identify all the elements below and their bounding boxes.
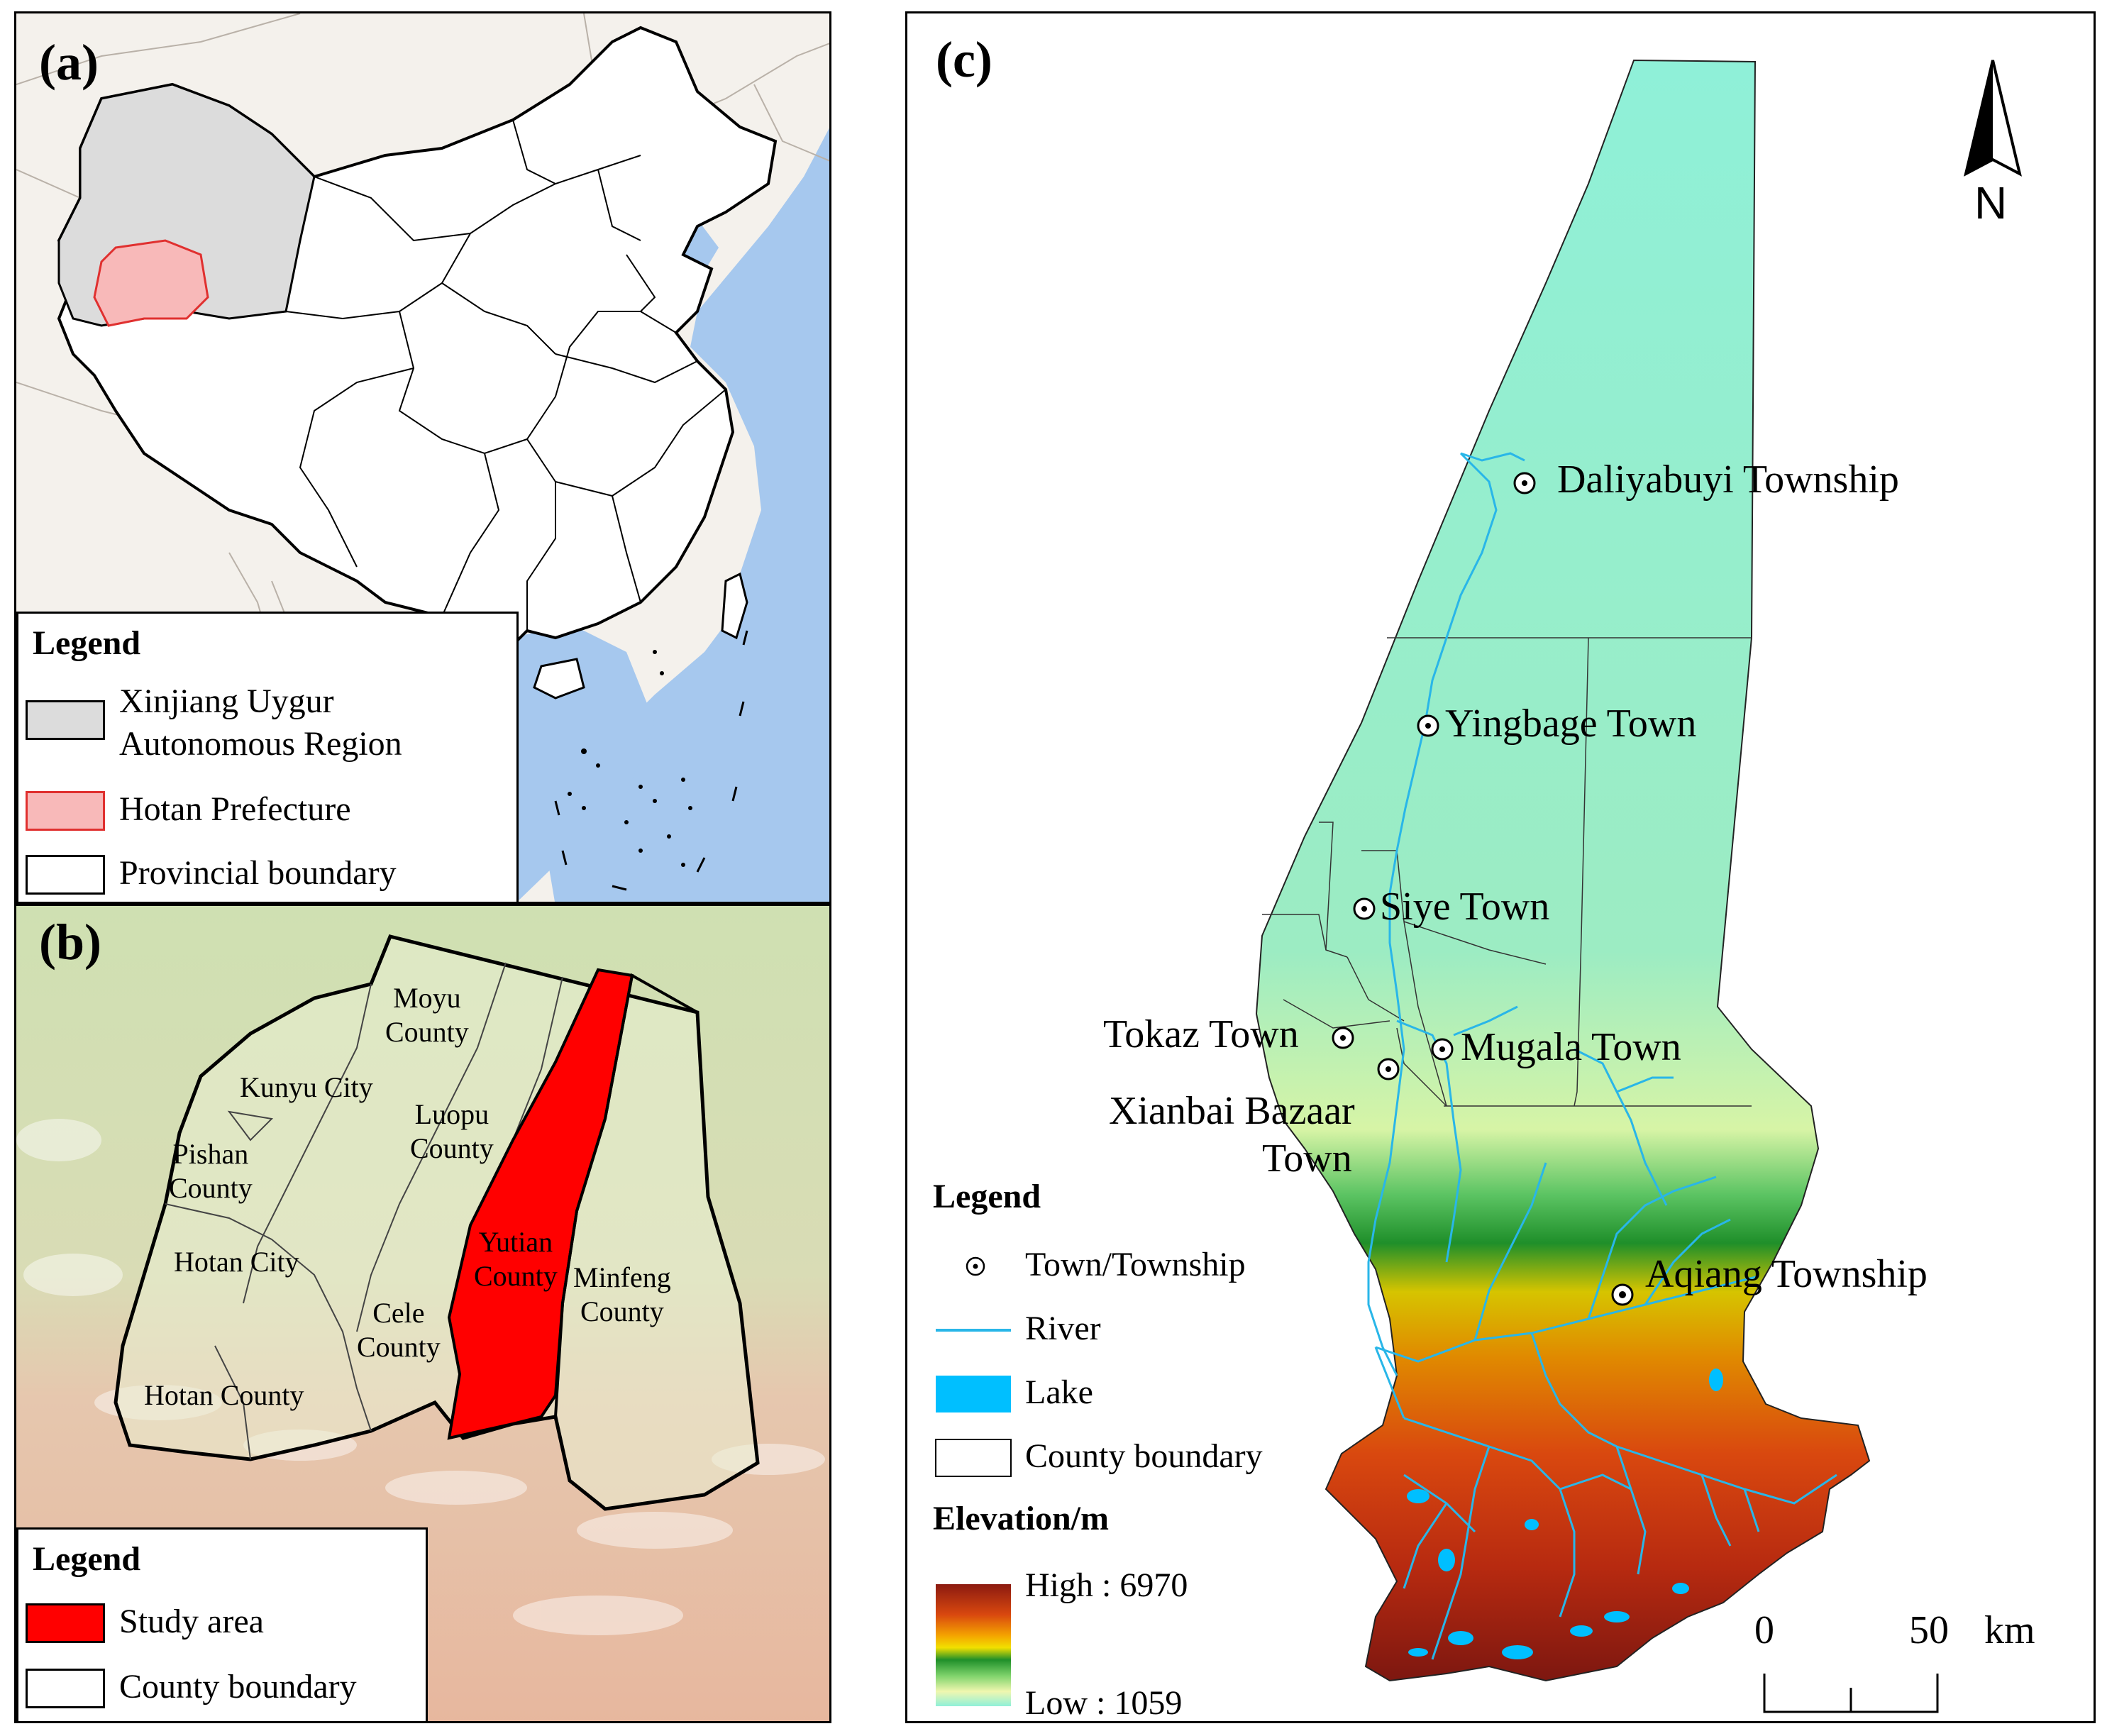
- panel-a-label: (a): [39, 34, 99, 91]
- sea-area: [541, 128, 829, 902]
- town-label-yingbage: Yingbage Town: [1445, 702, 1697, 746]
- county-label-pishan: Pishan County: [169, 1138, 253, 1204]
- hotan-prefecture: [93, 239, 209, 327]
- legend-river-label: River: [1025, 1310, 1101, 1347]
- panel-c-label: (c): [936, 31, 992, 88]
- panel-b-legend: Legend Study area County boundary: [16, 1527, 428, 1721]
- county-label-moyu: Moyu County: [385, 982, 469, 1048]
- south-china-sea-islands: [568, 650, 692, 867]
- panel-b-label: (b): [39, 914, 101, 971]
- elevation-high-label: High : 6970: [1025, 1566, 1188, 1604]
- township-boundaries: [1262, 637, 1752, 1107]
- elevation-color-ramp: [936, 1584, 1011, 1706]
- panel-a-china-map: (a) Legend Xinjiang Uygur Autonomous Reg…: [14, 11, 831, 904]
- hotan-legend-label: Hotan Prefecture: [119, 790, 351, 828]
- county-boundary-swatch: [26, 1669, 105, 1708]
- study-area-swatch: [26, 1603, 105, 1643]
- panel-b-hotan-map: (b) Moyu County Kunyu City Luopu County Pi…: [14, 904, 831, 1723]
- minfeng-county: [553, 973, 760, 1511]
- xinjiang-legend-label: Xinjiang Uygur Autonomous Region: [119, 682, 402, 763]
- scale-bar-unit: km: [1984, 1608, 2035, 1652]
- town-label-daliyabuyi: Daliyabuyi Township: [1557, 458, 1899, 502]
- legend-title: Legend: [33, 624, 141, 662]
- town-marker-daliyabuyi: [1513, 472, 1536, 494]
- study-area-legend-label: Study area: [119, 1603, 264, 1640]
- town-markers: [1332, 472, 1634, 1306]
- town-label-siye: Siye Town: [1380, 885, 1550, 929]
- county-label-yutian: Yutian County: [474, 1226, 558, 1292]
- provincial-boundary-legend-label: Provincial boundary: [119, 854, 397, 892]
- legend-lake-label: Lake: [1025, 1373, 1093, 1411]
- legend-title: Legend: [33, 1540, 141, 1578]
- county-boundary-legend-label: County boundary: [119, 1668, 357, 1705]
- legend-county-boundary-swatch: [935, 1439, 1012, 1477]
- river-network: [1367, 452, 1837, 1660]
- taiwan: [721, 572, 748, 640]
- scale-bar-value: 50: [1909, 1608, 1949, 1652]
- town-label-aqiang: Aqiang Township: [1645, 1252, 1928, 1296]
- county-label-kunyu: Kunyu City: [240, 1071, 373, 1103]
- hainan: [533, 658, 585, 700]
- town-marker-aqiang: [1611, 1283, 1634, 1306]
- scale-bar-zero: 0: [1754, 1608, 1774, 1652]
- town-marker-mugala: [1431, 1038, 1454, 1061]
- town-marker-siye: [1353, 897, 1376, 920]
- town-label-mugala: Mugala Town: [1461, 1025, 1681, 1069]
- town-marker-tokaz: [1332, 1027, 1354, 1049]
- legend-lake-swatch: [936, 1376, 1011, 1412]
- county-label-luopu: Luopu County: [410, 1098, 494, 1164]
- nine-dash-line: [554, 630, 748, 891]
- elevation-low-label: Low : 1059: [1025, 1684, 1183, 1722]
- county-label-minfeng: Minfeng County: [573, 1261, 671, 1327]
- xinjiang-swatch: [26, 700, 105, 740]
- town-label-xianbai-bazaar: Xianbai Bazaar Town: [1109, 1089, 1355, 1181]
- provincial-boundary-swatch: [26, 855, 105, 895]
- elevation-legend-title: Elevation/m: [933, 1500, 1109, 1537]
- yutian-terrain: [1255, 59, 1871, 1682]
- scale-bar: [1763, 1674, 1939, 1713]
- panel-c-yutian-map: (c) N Daliyabuyi Township Yingbage Town …: [905, 11, 2096, 1723]
- provincial-boundaries: [285, 119, 726, 631]
- lakes: [1407, 1369, 1723, 1659]
- county-label-hotan-city: Hotan City: [174, 1246, 299, 1278]
- town-marker-xianbai: [1377, 1058, 1400, 1080]
- county-label-cele: Cele County: [357, 1297, 441, 1363]
- legend-town-label: Town/Township: [1025, 1246, 1246, 1283]
- county-boundaries: [165, 962, 563, 1460]
- county-label-hotan-county: Hotan County: [144, 1379, 304, 1411]
- panel-c-legend-title: Legend: [933, 1178, 1041, 1215]
- north-arrow-icon: [1964, 60, 2022, 177]
- town-marker-yingbage: [1417, 714, 1439, 737]
- town-label-tokaz: Tokaz Town: [1103, 1012, 1299, 1056]
- hotan-swatch: [26, 791, 105, 831]
- north-arrow-label: N: [1974, 177, 2008, 228]
- yutian-elevation-map: [935, 59, 2022, 1713]
- legend-county-boundary-label: County boundary: [1025, 1437, 1263, 1475]
- legend-town-icon: [966, 1256, 985, 1276]
- panel-a-legend: Legend Xinjiang Uygur Autonomous Region …: [16, 612, 519, 902]
